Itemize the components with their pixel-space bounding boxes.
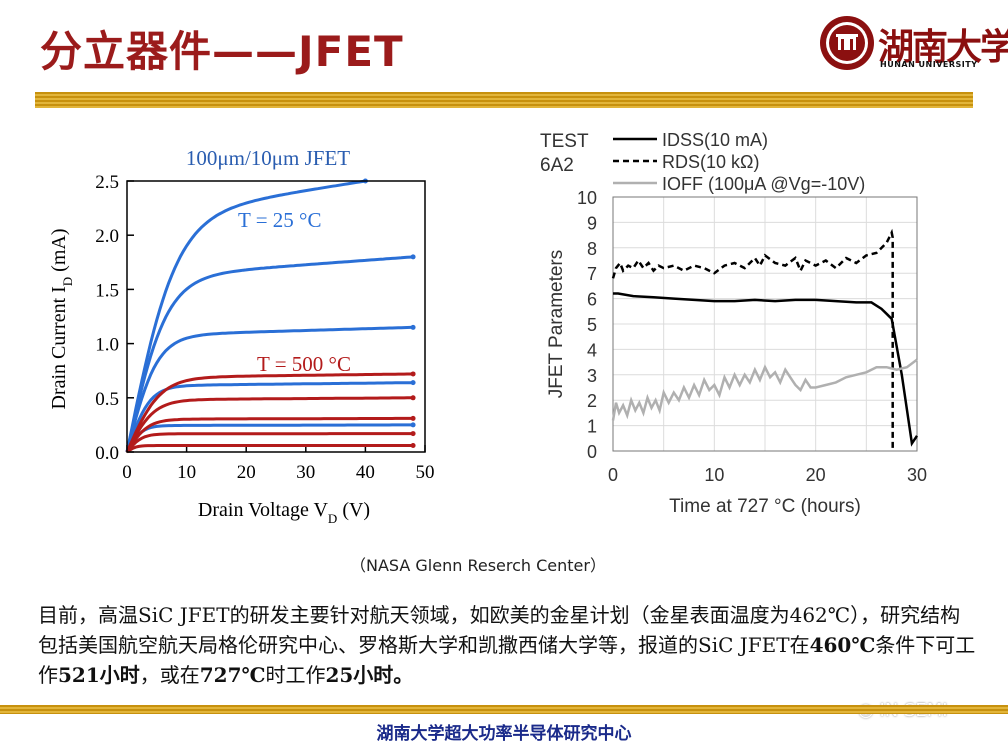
iv-curve [125, 423, 414, 453]
iv-curve-end-point [410, 371, 416, 377]
iv-curve [125, 372, 414, 453]
iv-curve [125, 179, 366, 453]
paragraph-bold-3: 727℃ [199, 663, 266, 687]
y-tick-label: 2.0 [95, 226, 119, 247]
paragraph-bold-1: 460℃ [809, 633, 876, 657]
header-divider [35, 92, 973, 108]
x-tick-label: 30 [296, 462, 315, 483]
y-axis-label: Drain Current ID (mA) [48, 228, 75, 409]
legend-label: RDS(10 kΩ) [662, 152, 759, 172]
paragraph-text-3: ，或在 [139, 663, 200, 687]
paragraph-bold-4: 25小时。 [325, 663, 414, 687]
plot-frame [612, 196, 918, 452]
iv-curve-end-point [410, 324, 416, 330]
iv-curve-end-point [410, 415, 416, 421]
x-tick-label: 0 [608, 465, 618, 485]
plot-frame [126, 180, 426, 453]
y-tick-label: 2.5 [95, 172, 119, 193]
iv-curve-end-point [410, 422, 416, 428]
y-tick-label: 4 [587, 340, 597, 360]
paragraph-bold-2: 521小时 [58, 663, 140, 687]
x-tick-label: 30 [907, 465, 927, 485]
y-tick-label: 5 [587, 315, 597, 335]
iv-curve [125, 432, 414, 453]
legend-label: IDSS(10 mA) [662, 130, 768, 150]
y-tick-label: 2 [587, 391, 597, 411]
iv-curve-end-point [410, 380, 416, 386]
x-axis-label: Time at 727 °C (hours) [669, 496, 861, 517]
y-tick-label: 1.5 [95, 280, 119, 301]
university-seal-icon [820, 16, 874, 70]
university-logo-cn: 湖南大学 [878, 26, 1008, 68]
footer-text: 湖南大学超大功率半导体研究中心 [376, 724, 632, 744]
figure-caption: （NASA Glenn Reserch Center） [350, 556, 606, 575]
iv-curve [125, 325, 414, 453]
iv-curve-end-point [410, 442, 416, 448]
x-axis-label: Drain Voltage VD (V) [198, 499, 370, 526]
chart-title: 100μm/10μm JFET [186, 146, 350, 170]
iv-curve-end-point [410, 431, 416, 437]
description-paragraph: 目前，高温SiC JFET的研发主要针对航天领域，如欧美的金星计划（金星表面温度… [38, 600, 978, 690]
legend-label: IOFF (100μA @Vg=-10V) [662, 174, 865, 194]
legend-title: 6A2 [540, 155, 574, 176]
series-line-3 [611, 358, 918, 421]
iv-curve [125, 381, 414, 453]
x-tick-label: 10 [704, 465, 724, 485]
legend-title: TEST [540, 131, 589, 152]
iv-curve [125, 255, 414, 453]
iv-curve-end-point [410, 395, 416, 401]
paragraph-text-4: 时工作 [265, 663, 326, 687]
footer-divider [0, 705, 1008, 714]
x-tick-label: 20 [237, 462, 256, 483]
y-tick-label: 0.0 [95, 443, 119, 464]
y-axis-label: JFET Parameters [546, 250, 567, 399]
iv-curve [126, 444, 414, 454]
iv-characteristics-chart: 100μm/10μm JFET 0 10 20 30 40 50 0.0 0.5 1.0 1.5 2.… [48, 146, 435, 526]
y-tick-label: 6 [587, 290, 597, 310]
iv-curve-end-point [410, 254, 416, 260]
y-tick-label: 0 [587, 442, 597, 462]
x-tick-label: 20 [806, 465, 826, 485]
y-tick-label: 8 [587, 239, 597, 259]
university-logo-en: HUNAN UNIVERSITY [880, 60, 978, 69]
y-tick-label: 0.5 [95, 389, 119, 410]
annotation-500c: T = 500 °C [257, 352, 351, 376]
page-title: 分立器件——JFET [40, 27, 404, 76]
x-tick-label: 10 [177, 462, 196, 483]
y-tick-label: 7 [587, 264, 597, 284]
series-line-1 [613, 292, 919, 447]
iv-curve [125, 396, 414, 453]
x-tick-label: 40 [356, 462, 375, 483]
iv-curve [125, 416, 414, 453]
y-tick-label: 1 [587, 417, 597, 437]
y-tick-label: 1.0 [95, 335, 119, 356]
x-tick-label: 50 [416, 462, 435, 483]
y-tick-label: 9 [587, 213, 597, 233]
y-tick-label: 3 [587, 366, 597, 386]
paragraph-text-2: 条件下可工作 [38, 633, 976, 687]
paragraph-text-1: 目前，高温SiC JFET的研发主要针对航天领域，如欧美的金星计划（金星表面温度… [38, 603, 961, 657]
y-tick-label: 10 [577, 188, 597, 208]
series-line-2 [611, 228, 894, 451]
annotation-25c: T = 25 °C [238, 208, 321, 232]
x-tick-label: 0 [122, 462, 132, 483]
reliability-test-chart: 0 1 2 3 4 5 6 7 8 9 10 0 10 20 30 TEST 6A2 IDSS(10 mA)RDS… [540, 130, 927, 517]
